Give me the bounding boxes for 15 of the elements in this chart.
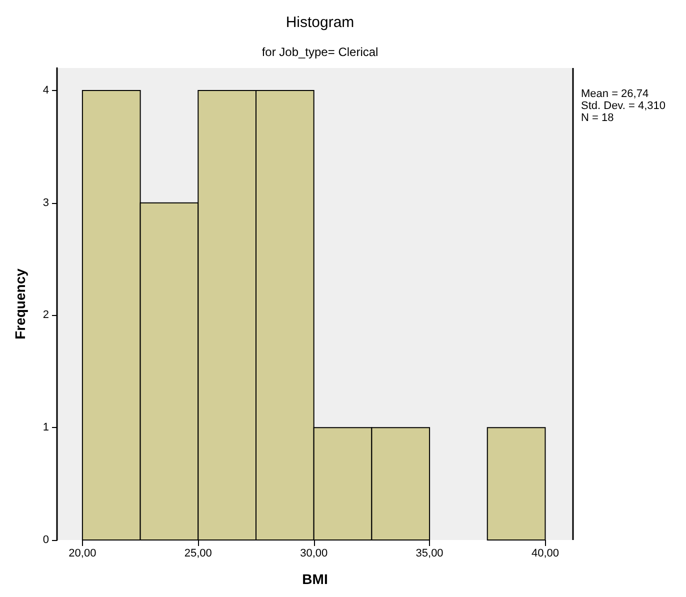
x-tick-label: 40,00 [531, 548, 559, 560]
x-tick-label: 25,00 [184, 548, 212, 560]
y-axis-title: Frequency [12, 268, 28, 340]
x-tick-label: 35,00 [416, 548, 444, 560]
y-tick-label: 1 [42, 422, 49, 434]
y-tick-label: 4 [42, 84, 49, 96]
x-tick-label: 20,00 [68, 548, 96, 560]
y-tick-label: 0 [42, 534, 49, 546]
y-tick-label: 3 [42, 196, 49, 209]
x-tick-label: 30,00 [300, 548, 328, 560]
text: Mean = 26,74 Std. Dev. = 4,310 N = 18 [581, 88, 666, 124]
y-tick-label: 2 [42, 309, 49, 322]
chart-subtitle: for Job_type= Clerical [262, 45, 378, 59]
x-axis-title: BMI [302, 571, 328, 587]
chart-title: Histogram [286, 14, 354, 31]
